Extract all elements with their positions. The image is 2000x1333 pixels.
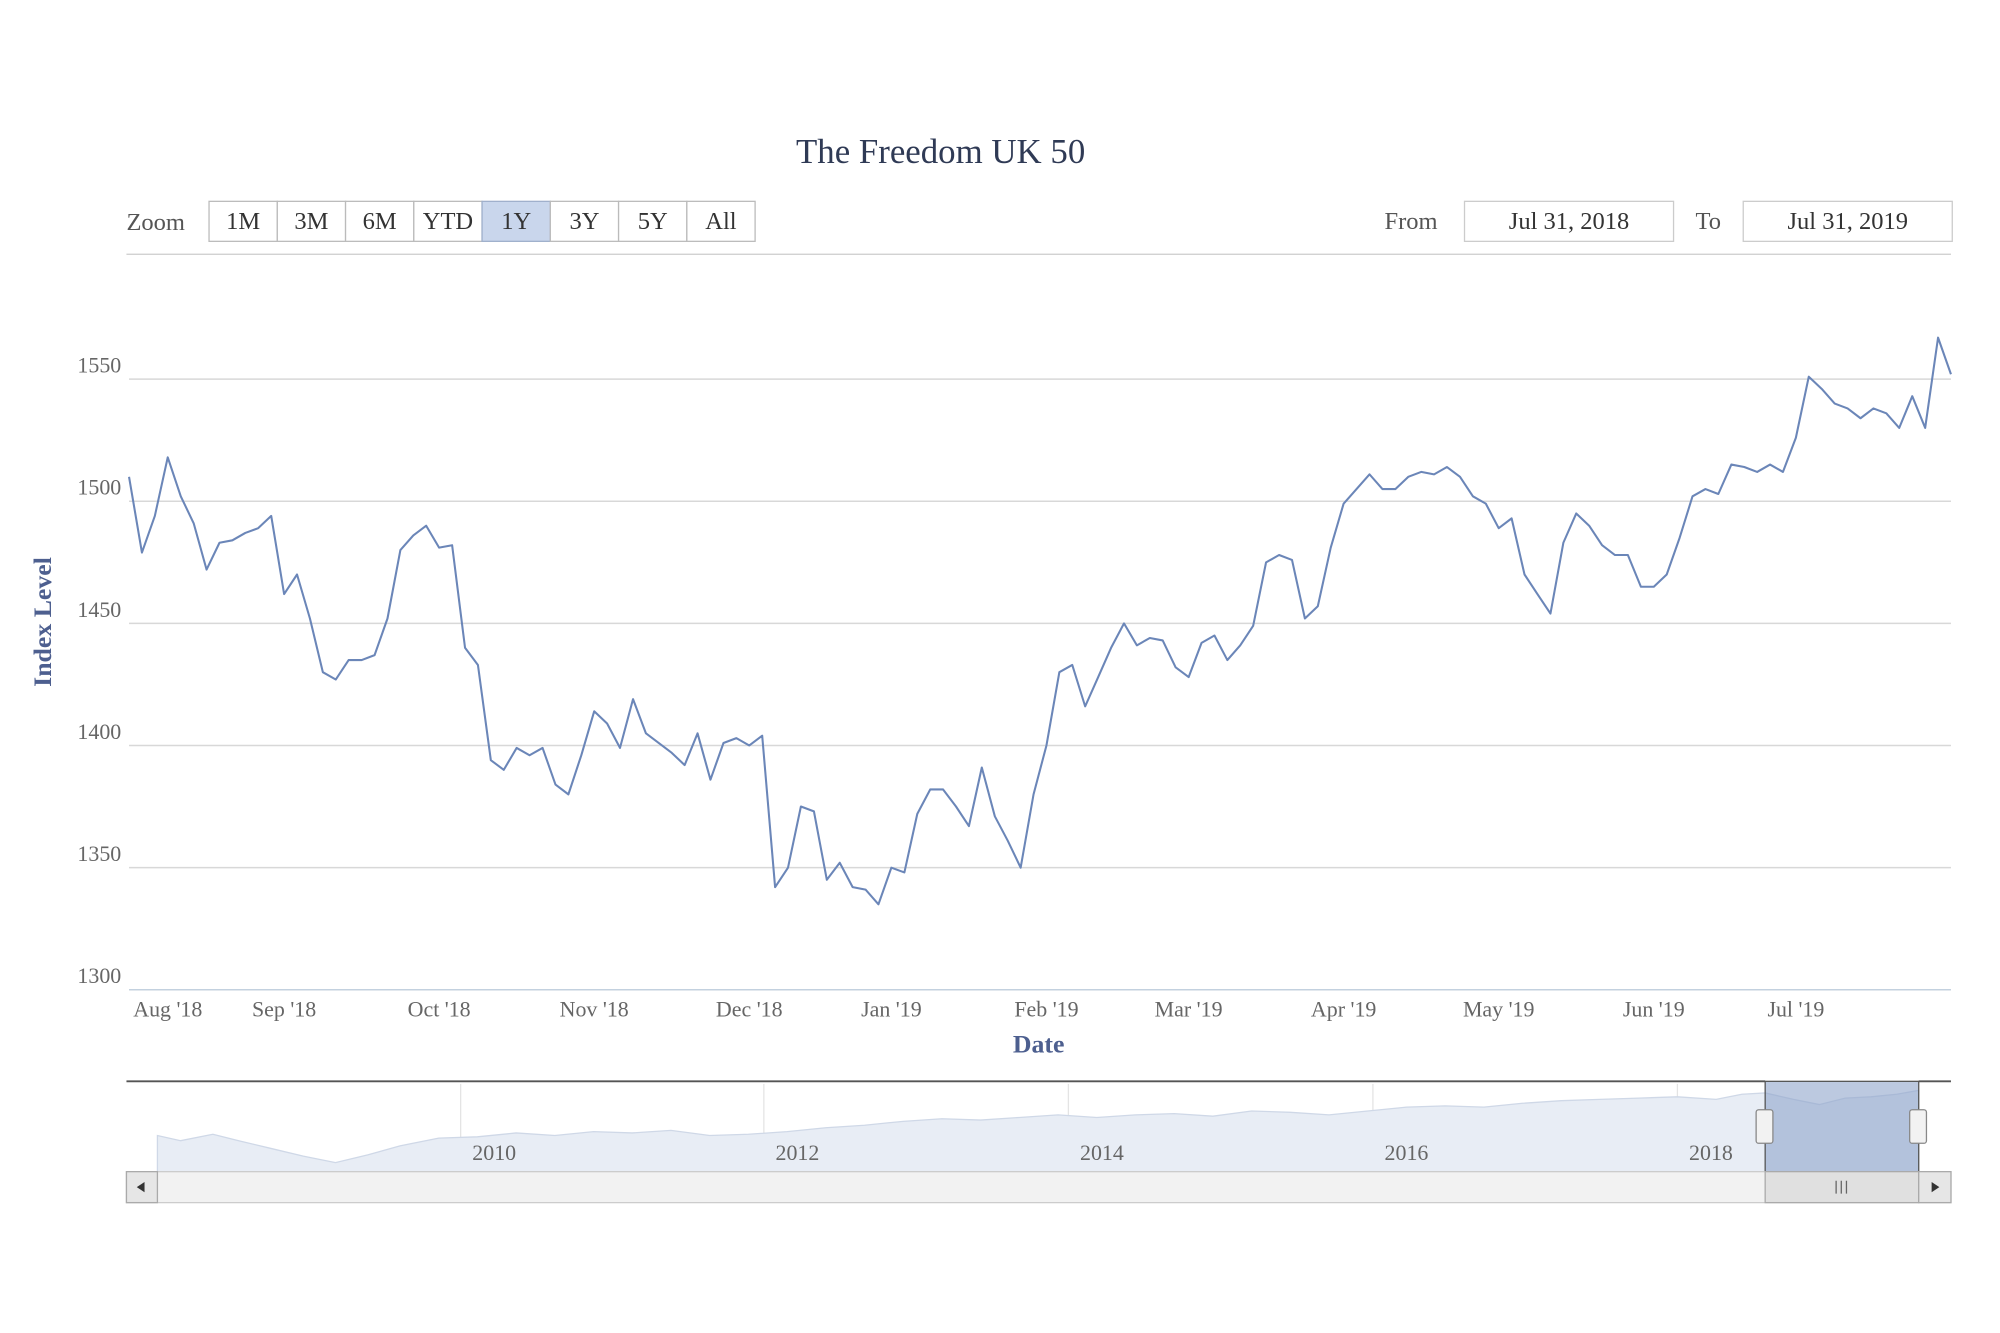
zoom-button[interactable] — [481, 200, 551, 242]
zoom-button[interactable] — [208, 200, 278, 242]
to-value[interactable]: Jul 31, 2019 — [1788, 208, 1908, 235]
from-label: From — [1385, 208, 1438, 235]
to-input[interactable] — [1742, 200, 1953, 242]
navigator-label: 2018 — [1689, 1140, 1733, 1165]
navigator-selection[interactable] — [1764, 1080, 1920, 1173]
scrollbar-track[interactable] — [125, 1171, 1952, 1204]
x-tick-label: Oct '18 — [408, 997, 471, 1022]
plot-area: 1300 1350 1400 1450 1500 1550 Aug '18 Sep '18 Oc… — [77, 336, 1952, 1022]
zoom-buttons: 1M 3M 6M YTD 1Y 3Y 5Y All — [208, 200, 756, 242]
navigator-label: 2016 — [1385, 1140, 1429, 1165]
price-line — [128, 336, 1952, 906]
zoom-button[interactable] — [276, 200, 347, 242]
navigator-handle[interactable] — [1755, 1109, 1774, 1144]
from-value[interactable]: Jul 31, 2018 — [1509, 208, 1629, 235]
x-tick-label: Mar '19 — [1155, 997, 1223, 1022]
zoom-button-label[interactable]: 5Y — [638, 208, 668, 235]
x-tick-label: Sep '18 — [252, 997, 316, 1022]
scrollbar-grip — [1835, 1180, 1848, 1194]
navigator-labels: 2010 2012 2014 2016 2018 — [472, 1140, 1733, 1165]
x-tick-label: Apr '19 — [1311, 997, 1376, 1022]
y-tick-label: 1500 — [77, 475, 121, 500]
navigator-handle[interactable] — [1909, 1109, 1928, 1144]
chart-title: The Freedom UK 50 — [796, 132, 1085, 171]
scrollbar-right-arrow — [1931, 1181, 1940, 1193]
zoom-button-label[interactable]: 3Y — [569, 208, 599, 235]
zoom-button[interactable] — [686, 200, 756, 242]
x-tick-label: Jun '19 — [1623, 997, 1685, 1022]
zoom-button-label[interactable]: 3M — [294, 208, 328, 235]
to-label: To — [1695, 208, 1721, 235]
y-tick-label: 1300 — [77, 963, 121, 988]
scrollbar-left-arrow — [136, 1181, 145, 1193]
zoom-button[interactable] — [617, 200, 688, 242]
navigator-label: 2014 — [1080, 1140, 1124, 1165]
zoom-button[interactable] — [344, 200, 415, 242]
y-tick-label: 1450 — [77, 597, 121, 622]
x-tick-label: Dec '18 — [716, 997, 783, 1022]
from-input[interactable] — [1463, 200, 1675, 242]
y-axis-title: Index Level — [28, 557, 57, 687]
y-tick-label: 1400 — [77, 719, 121, 744]
x-tick-label: Jul '19 — [1767, 997, 1824, 1022]
zoom-button-label[interactable]: All — [705, 208, 737, 235]
x-tick-label: Aug '18 — [133, 997, 202, 1022]
navigator: 2010 2012 2014 2016 2018 — [125, 1080, 1952, 1204]
zoom-button[interactable] — [549, 200, 620, 242]
zoom-button-label[interactable]: 1Y — [501, 208, 531, 235]
x-tick-label: May '19 — [1463, 997, 1535, 1022]
zoom-button-label[interactable]: 1M — [226, 208, 260, 235]
navigator-label: 2012 — [775, 1140, 819, 1165]
x-tick-label: Jan '19 — [861, 997, 922, 1022]
zoom-label: Zoom — [126, 209, 185, 236]
x-axis-title: Date — [1013, 1029, 1065, 1058]
x-tick-label: Feb '19 — [1014, 997, 1078, 1022]
zoom-button-label[interactable]: YTD — [423, 208, 473, 235]
navigator-area — [156, 1089, 1920, 1173]
y-tick-label: 1550 — [77, 353, 121, 378]
y-tick-label: 1350 — [77, 841, 121, 866]
x-tick-label: Nov '18 — [560, 997, 629, 1022]
zoom-button-label[interactable]: 6M — [363, 208, 397, 235]
navigator-label: 2010 — [472, 1140, 516, 1165]
